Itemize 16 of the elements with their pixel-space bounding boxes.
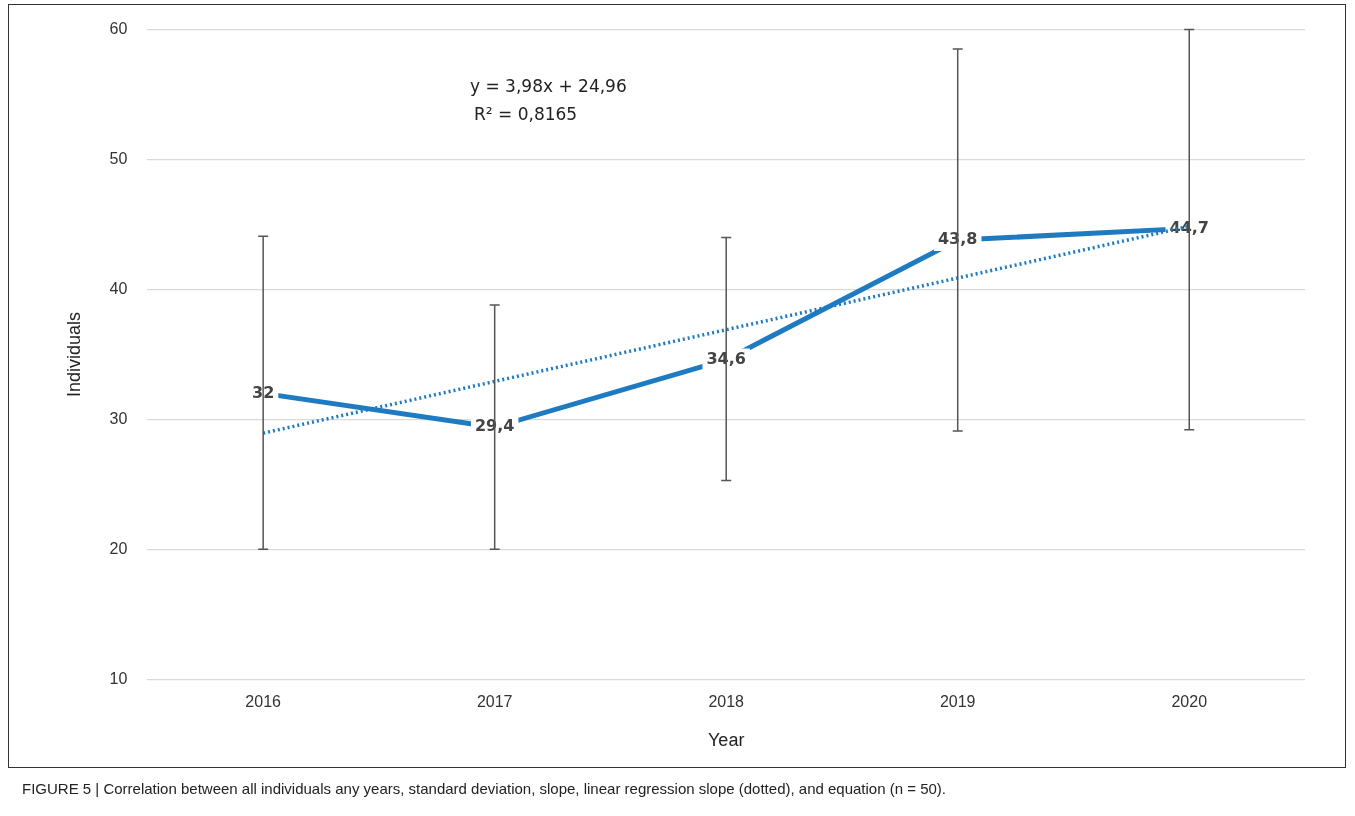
caption: FIGURE 5 | Correlation between all individuals any years, standard deviation, slope, linear regression slope (dotted), and equation (n = 50). <box>22 780 946 797</box>
x-tick-label: 2016 <box>245 693 282 711</box>
x-tick-label: 2019 <box>939 693 976 711</box>
y-tick-label: 60 <box>109 20 128 38</box>
y-tick-label: 40 <box>109 279 128 297</box>
y-axis-title: Individuals <box>63 311 84 397</box>
y-tick-label: 20 <box>109 539 128 557</box>
y-tick-label: 50 <box>109 149 128 167</box>
x-tick-label: 2017 <box>476 693 513 711</box>
y-tick-label: 30 <box>109 409 128 427</box>
x-axis-title: Year <box>708 730 745 751</box>
y-tick-label: 10 <box>109 669 128 687</box>
x-tick-label: 2020 <box>1171 693 1208 711</box>
annotation: y = 3,98x + 24,96 <box>470 75 627 98</box>
annotation: R² = 0,8165 <box>474 103 579 126</box>
x-tick-label: 2018 <box>708 693 745 711</box>
